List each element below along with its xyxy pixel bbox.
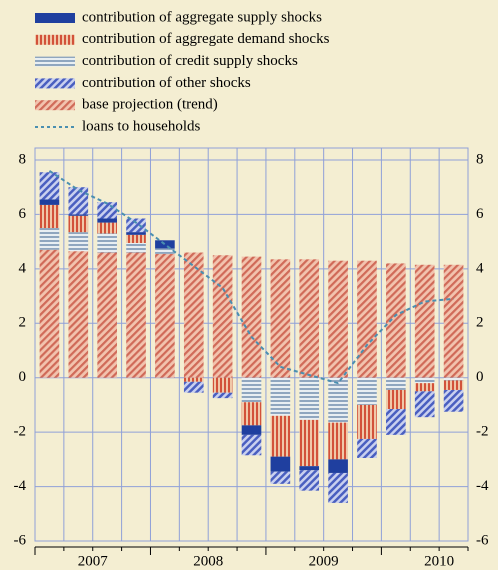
bar-segment	[68, 215, 89, 233]
y2-tick-label: 4	[476, 260, 484, 276]
bar-segment	[212, 255, 233, 378]
bar-segment	[414, 391, 435, 418]
y2-tick-label: 2	[476, 315, 484, 331]
bar-segment	[299, 377, 320, 420]
bar-segment	[212, 377, 233, 393]
year-label: 2009	[309, 553, 339, 569]
legend-label: contribution of aggregate supply shocks	[82, 9, 322, 25]
bar-segment	[68, 214, 89, 216]
bar-segment	[68, 187, 89, 215]
y-tick-label: 0	[19, 369, 27, 385]
bar-segment	[328, 422, 348, 460]
y-tick-label: -6	[14, 532, 27, 548]
bar-segment	[97, 218, 117, 223]
bar-segment	[357, 404, 377, 439]
bar-segment	[328, 459, 348, 473]
bar-segment	[328, 260, 348, 378]
bar-segment	[241, 434, 262, 456]
bar-segment	[241, 425, 262, 435]
bar-segment	[386, 263, 406, 378]
legend-swatch	[35, 56, 75, 67]
bar-segment	[443, 389, 464, 412]
legend-swatch	[35, 34, 75, 45]
bar-segment	[39, 172, 60, 200]
bar-segment	[270, 471, 291, 484]
bar-segment	[39, 228, 60, 250]
bar-segment	[155, 253, 175, 378]
bar-segment	[414, 383, 435, 392]
legend-label: contribution of other shocks	[82, 75, 251, 91]
loans-line	[48, 170, 454, 385]
y-tick-label: 8	[19, 151, 27, 167]
bar-segment	[155, 248, 175, 254]
bar-segment	[299, 466, 320, 471]
bar-segment	[357, 260, 377, 378]
bar-segment	[270, 456, 291, 472]
bar-segment	[386, 389, 406, 410]
bar-segment	[299, 419, 320, 467]
bar-segment	[126, 234, 146, 244]
bar-segment	[299, 259, 320, 378]
bar-segment	[270, 259, 291, 378]
legend-label: base projection (trend)	[82, 97, 218, 113]
legend-label: contribution of aggregate demand shocks	[82, 31, 330, 47]
bar-segment	[183, 381, 204, 393]
bar-segment	[414, 377, 435, 384]
year-label: 2010	[424, 553, 454, 569]
bar-segment	[241, 256, 262, 378]
bar-segment	[39, 199, 60, 205]
bar-segment	[68, 251, 89, 378]
bar-segment	[212, 392, 233, 399]
y-tick-label: -2	[14, 424, 27, 440]
bar-segment	[126, 243, 146, 253]
bar-segment	[126, 232, 146, 235]
bar-segment	[97, 233, 117, 253]
legend-swatch	[35, 78, 75, 89]
bar-segment	[126, 252, 146, 378]
y-tick-label: -4	[14, 478, 27, 494]
bar-segment	[183, 377, 204, 382]
bar-segment	[97, 202, 117, 219]
bar-segment	[386, 409, 406, 435]
bar-segment	[270, 377, 291, 416]
bar-segment	[126, 218, 146, 233]
y2-tick-label: -4	[476, 478, 489, 494]
year-label: 2008	[193, 553, 223, 569]
bar-segment	[357, 377, 377, 405]
legend-label: loans to households	[82, 118, 200, 134]
bar-segment	[299, 470, 320, 491]
bar-segment	[39, 204, 60, 229]
y2-tick-label: -2	[476, 424, 489, 440]
bar-segment	[328, 472, 348, 503]
bar-segment	[241, 402, 262, 426]
bar-segment	[183, 252, 204, 378]
y-tick-label: 6	[19, 206, 27, 222]
y-tick-label: 4	[19, 260, 27, 276]
bar-segment	[386, 377, 406, 390]
y2-tick-label: 0	[476, 369, 484, 385]
bar-segment	[414, 264, 435, 378]
bar-segment	[443, 380, 464, 390]
bar-segment	[357, 438, 377, 458]
bar-segment	[68, 232, 89, 252]
year-label: 2007	[78, 553, 109, 569]
bar-segment	[155, 240, 175, 249]
y2-tick-label: 6	[476, 206, 484, 222]
bar-segment	[270, 415, 291, 457]
bar-segment	[97, 252, 117, 378]
bar-segment	[241, 377, 262, 403]
legend-swatch	[35, 13, 75, 23]
legend-swatch	[35, 100, 75, 111]
bar-segment	[97, 222, 117, 234]
bar-segment	[328, 377, 348, 423]
y-tick-label: 2	[19, 315, 27, 331]
y2-tick-label: 8	[476, 151, 484, 167]
bar-segment	[443, 377, 464, 381]
legend-label: contribution of credit supply shocks	[82, 53, 298, 69]
y2-tick-label: -6	[476, 532, 489, 548]
bar-segment	[443, 264, 464, 378]
bar-segment	[39, 249, 60, 378]
